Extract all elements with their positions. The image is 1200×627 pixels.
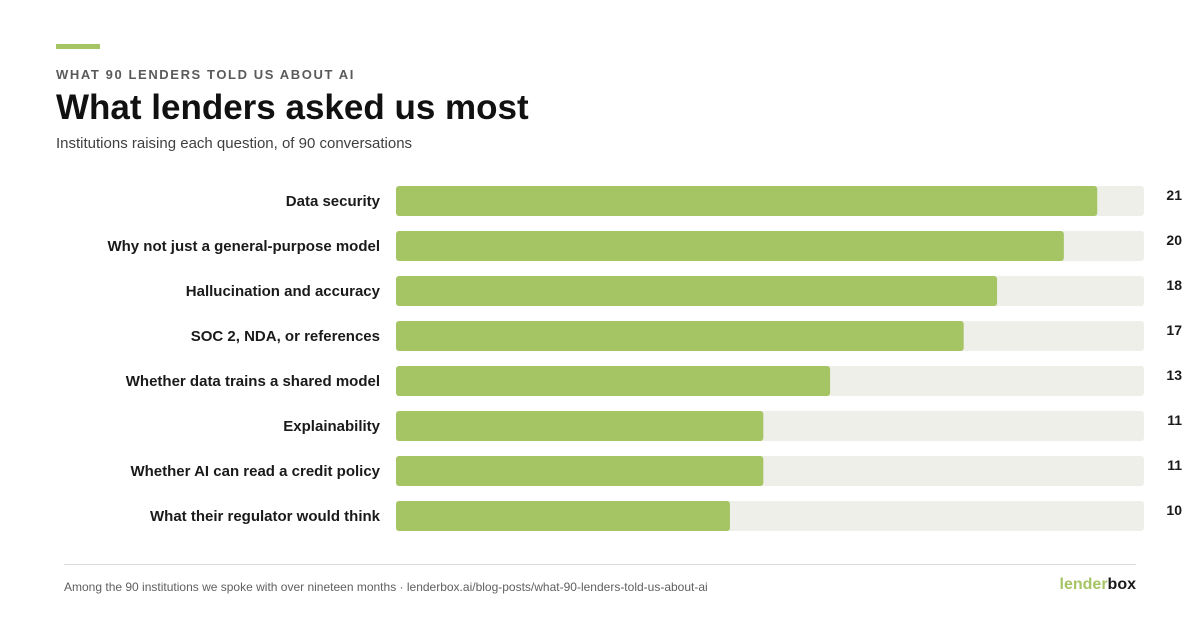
bar (396, 456, 764, 486)
value-label: 20 (1166, 232, 1182, 248)
category-label: Hallucination and accuracy (186, 283, 381, 300)
brand-logo[interactable]: lenderbox (1060, 576, 1136, 594)
value-label: 11 (1167, 412, 1182, 428)
footer-divider (64, 564, 1136, 565)
chart-subtitle: Institutions raising each question, of 9… (56, 135, 413, 152)
category-label: Whether AI can read a credit policy (130, 463, 380, 480)
footer-note: Among the 90 institutions we spoke with … (64, 580, 708, 594)
value-label: 17 (1166, 322, 1182, 338)
category-label: Why not just a general-purpose model (107, 238, 380, 255)
chart-title: What lenders asked us most (56, 88, 529, 127)
bar-chart: Data security 21 Why not just a general-pu… (107, 186, 1182, 531)
bar (396, 321, 964, 351)
bar (396, 186, 1098, 216)
brand-logo-part1: lender (1059, 576, 1108, 593)
bar (396, 501, 730, 531)
value-label: 10 (1166, 502, 1182, 518)
category-label: Data security (286, 193, 381, 210)
accent-bar (56, 44, 100, 49)
category-label: Explainability (283, 418, 380, 435)
eyebrow-text: WHAT 90 LENDERS TOLD US ABOUT AI (56, 67, 355, 82)
bar (396, 276, 998, 306)
value-label: 18 (1166, 277, 1182, 293)
bar (396, 411, 764, 441)
value-label: 21 (1166, 187, 1182, 203)
bar (396, 366, 831, 396)
category-label: What their regulator would think (150, 508, 381, 525)
value-label: 13 (1166, 367, 1182, 383)
category-label: SOC 2, NDA, or references (191, 328, 380, 345)
category-label: Whether data trains a shared model (126, 373, 380, 390)
value-label: 11 (1167, 457, 1182, 473)
bar (396, 231, 1064, 261)
brand-logo-part2: box (1107, 576, 1136, 593)
